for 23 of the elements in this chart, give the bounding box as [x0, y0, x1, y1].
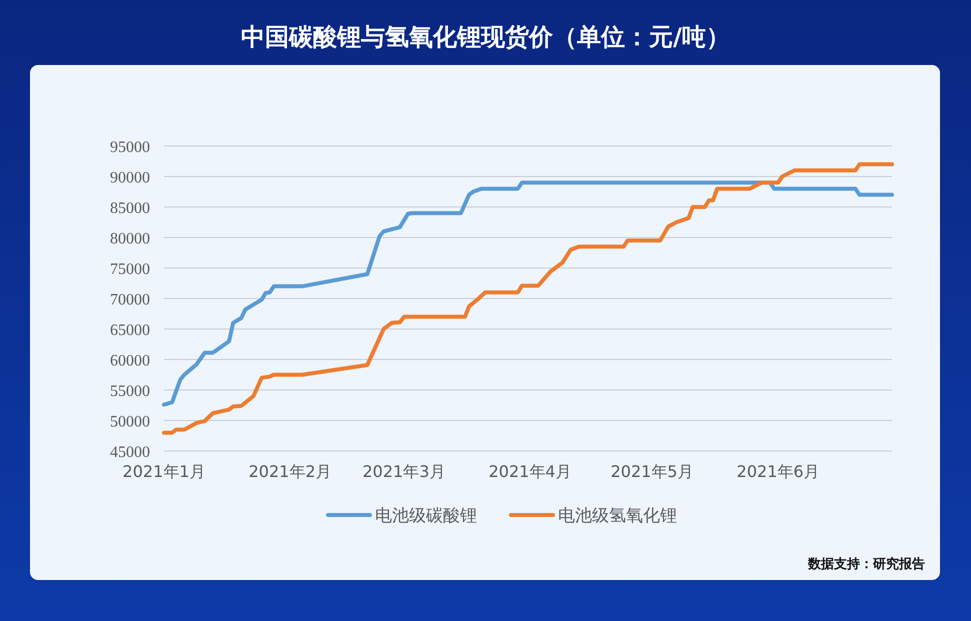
x-tick-label: 2021年6月	[736, 462, 820, 481]
legend-label: 电池级碳酸锂	[375, 506, 477, 526]
legend-label: 电池级氢氧化锂	[558, 506, 677, 526]
y-tick-label: 65000	[110, 322, 150, 339]
y-tick-label: 80000	[110, 230, 150, 248]
x-tick-label: 2021年1月	[122, 462, 206, 481]
y-tick-label: 70000	[110, 292, 150, 308]
line-series	[162, 180, 894, 407]
x-tick-label: 2021年4月	[488, 462, 572, 481]
y-tick-label: 85000	[110, 200, 150, 217]
y-tick-label: 55000	[110, 383, 150, 400]
y-tick-label: 60000	[110, 352, 150, 370]
y-tick-label: 45000	[110, 444, 150, 461]
y-tick-label: 50000	[110, 414, 150, 430]
y-tick-label: 75000	[110, 261, 150, 278]
y-tick-label: 90000	[110, 170, 150, 186]
line-series	[162, 162, 894, 435]
x-tick-label: 2021年5月	[610, 462, 694, 481]
x-tick-label: 2021年3月	[362, 462, 446, 481]
chart-title: 中国碳酸锂与氢氧化锂现货价（单位：元/吨）	[241, 23, 730, 51]
x-tick-label: 2021年2月	[248, 462, 332, 481]
y-tick-label: 95000	[110, 139, 150, 156]
text: 数据支持：研究报告	[807, 556, 925, 572]
